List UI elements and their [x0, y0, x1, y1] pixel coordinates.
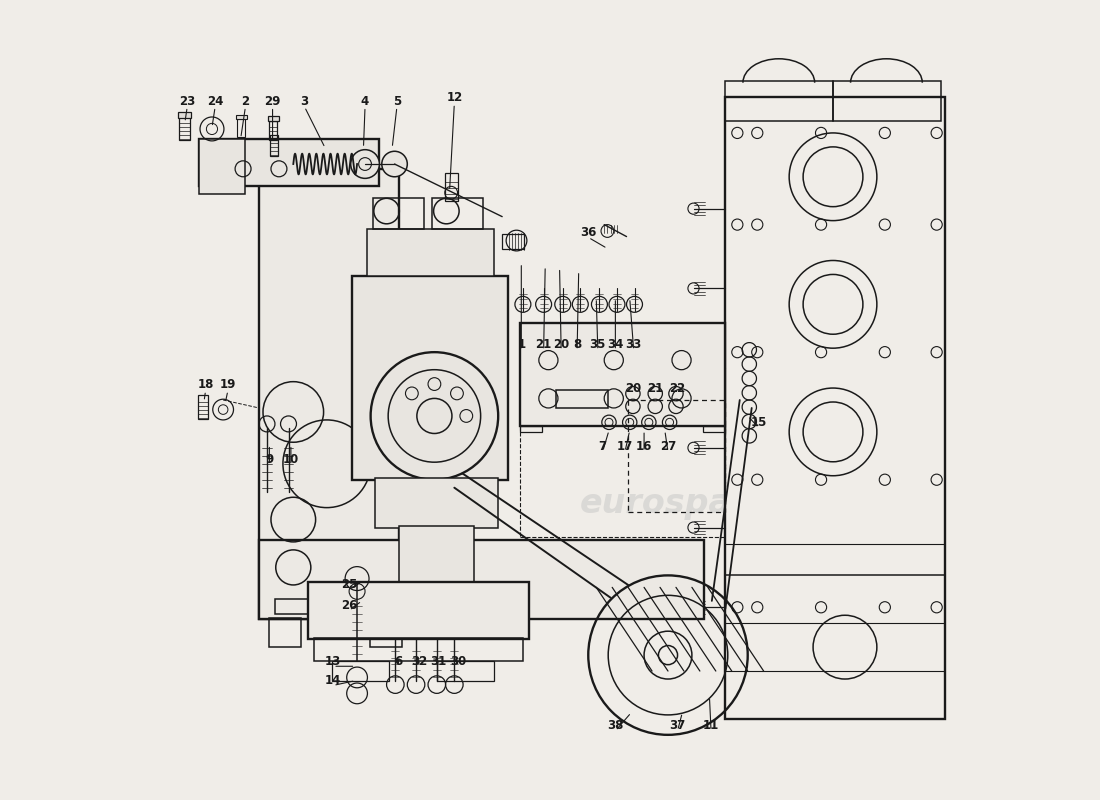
Bar: [271, 135, 278, 156]
Bar: [833, 81, 940, 121]
Text: 25: 25: [341, 578, 358, 591]
Bar: [179, 116, 189, 140]
Text: 1: 1: [517, 338, 526, 350]
Text: 32: 32: [411, 655, 428, 668]
Bar: [199, 138, 378, 186]
Bar: [366, 229, 494, 277]
Bar: [444, 173, 458, 201]
Text: 4: 4: [361, 94, 370, 107]
Bar: [270, 121, 277, 140]
Circle shape: [351, 150, 380, 178]
Bar: [235, 114, 248, 119]
Bar: [308, 582, 529, 639]
Text: 11: 11: [703, 718, 719, 732]
Text: 5: 5: [393, 94, 402, 107]
Text: 19: 19: [220, 378, 236, 390]
Text: eurospares: eurospares: [261, 304, 472, 337]
Text: 36: 36: [580, 226, 596, 239]
Bar: [178, 112, 191, 118]
Text: 33: 33: [626, 338, 641, 350]
Bar: [725, 97, 945, 719]
Bar: [725, 575, 945, 719]
Bar: [352, 277, 508, 480]
Text: 8: 8: [573, 338, 581, 350]
Text: 29: 29: [264, 94, 280, 107]
Text: 10: 10: [283, 454, 299, 466]
Bar: [370, 618, 402, 647]
Bar: [703, 426, 725, 432]
Text: 21: 21: [536, 338, 552, 350]
Circle shape: [382, 151, 407, 177]
Text: 35: 35: [590, 338, 606, 350]
Text: 17: 17: [617, 440, 634, 453]
Text: 9: 9: [265, 454, 274, 466]
Text: 34: 34: [607, 338, 624, 350]
Bar: [373, 198, 424, 229]
Text: 16: 16: [636, 440, 652, 453]
Text: 14: 14: [324, 674, 341, 687]
Text: 22: 22: [670, 382, 685, 394]
Text: 31: 31: [430, 655, 447, 668]
Text: 27: 27: [660, 440, 676, 453]
Text: 37: 37: [670, 718, 685, 732]
Bar: [238, 119, 245, 137]
Bar: [557, 390, 608, 408]
Bar: [314, 638, 522, 662]
Text: 38: 38: [607, 718, 624, 732]
Bar: [398, 526, 474, 583]
Circle shape: [460, 410, 473, 422]
Text: 15: 15: [750, 416, 767, 429]
Bar: [199, 138, 245, 194]
Bar: [437, 661, 494, 681]
Bar: [258, 539, 704, 619]
Text: eurospares: eurospares: [580, 487, 791, 520]
Text: 18: 18: [197, 378, 213, 390]
Bar: [267, 116, 279, 121]
Bar: [198, 395, 208, 419]
Bar: [519, 323, 725, 426]
Text: 23: 23: [179, 94, 196, 107]
Text: 21: 21: [647, 382, 663, 394]
Bar: [258, 169, 398, 619]
Text: 3: 3: [300, 94, 308, 107]
Circle shape: [428, 378, 441, 390]
Text: 26: 26: [341, 599, 358, 612]
Bar: [331, 661, 389, 681]
Bar: [725, 81, 833, 121]
Text: 24: 24: [207, 94, 223, 107]
Text: 20: 20: [553, 338, 570, 350]
Circle shape: [406, 387, 418, 400]
Text: 12: 12: [447, 90, 462, 103]
Text: 6: 6: [395, 655, 403, 668]
Circle shape: [451, 387, 463, 400]
Bar: [503, 234, 525, 249]
Text: 7: 7: [598, 440, 607, 453]
Bar: [275, 599, 319, 614]
Text: 20: 20: [625, 382, 641, 394]
Bar: [375, 478, 498, 527]
Text: 2: 2: [241, 94, 250, 107]
Bar: [270, 618, 301, 647]
Bar: [519, 426, 542, 432]
Bar: [432, 198, 483, 229]
Text: 30: 30: [450, 655, 466, 668]
Text: 13: 13: [324, 655, 341, 668]
